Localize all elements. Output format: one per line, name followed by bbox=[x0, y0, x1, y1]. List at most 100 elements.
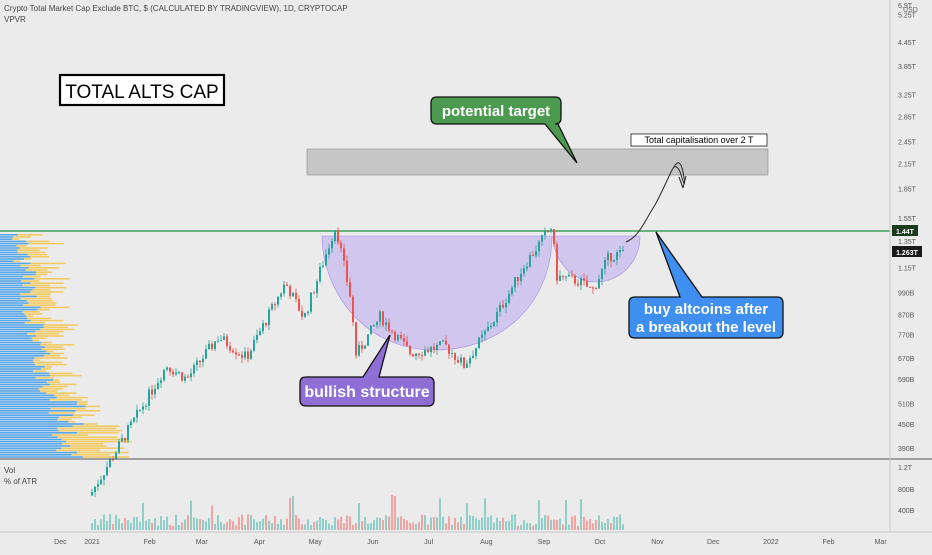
volume-profile-bar-down bbox=[41, 341, 52, 344]
volume-bar bbox=[370, 523, 372, 530]
volume-profile-bar-down bbox=[85, 405, 100, 408]
candle-body bbox=[184, 376, 186, 381]
candle-body bbox=[568, 274, 570, 277]
volume-bar bbox=[181, 522, 183, 530]
volume-profile-bar-down bbox=[17, 234, 43, 236]
last-price-badge-label: 1.263T bbox=[896, 250, 919, 257]
volume-profile-bar-up bbox=[0, 454, 72, 456]
volume-profile-bar-down bbox=[26, 315, 33, 317]
volume-bar bbox=[292, 495, 294, 530]
candle-body bbox=[343, 248, 345, 261]
volume-profile-bar-down bbox=[30, 319, 64, 322]
candle-body bbox=[115, 452, 117, 460]
candle-body bbox=[475, 348, 477, 356]
candle-body bbox=[469, 358, 471, 364]
volume-profile-bar-up bbox=[0, 418, 58, 421]
volume-bar bbox=[481, 517, 483, 530]
volume-profile-bar-down bbox=[53, 379, 60, 381]
volume-profile-bar-up bbox=[0, 390, 41, 392]
candle-body bbox=[514, 277, 516, 288]
volume-profile-bar-down bbox=[13, 260, 21, 262]
projection-path[interactable] bbox=[625, 162, 686, 243]
volume-profile-bar-down bbox=[28, 267, 60, 269]
candle-body bbox=[202, 358, 204, 363]
volume-bar bbox=[118, 518, 120, 530]
volume-bar bbox=[97, 525, 99, 530]
volume-profile-bar-up bbox=[0, 330, 36, 333]
volume-profile-bar-up bbox=[0, 447, 62, 449]
symbol-title: Crypto Total Market Cap Exclude BTC, $ (… bbox=[4, 4, 348, 13]
volume-bar bbox=[478, 519, 480, 530]
volume-bar bbox=[484, 498, 486, 530]
volume-profile-bar-down bbox=[38, 388, 63, 390]
candle-body bbox=[421, 355, 423, 357]
candle-body bbox=[601, 269, 603, 280]
candle-body bbox=[352, 296, 354, 323]
handle-shape[interactable] bbox=[552, 235, 641, 283]
volume-profile-bar-down bbox=[30, 282, 64, 284]
candle-body bbox=[448, 344, 450, 354]
volume-profile-bar-up bbox=[0, 385, 43, 388]
candle-body bbox=[289, 286, 291, 297]
volume-profile-bar-up bbox=[0, 445, 71, 447]
volume-profile-bar-down bbox=[40, 390, 58, 392]
candle-body bbox=[163, 369, 165, 381]
time-tick-label: Aug bbox=[480, 539, 493, 546]
volume-bar bbox=[127, 520, 129, 530]
volume-bar bbox=[553, 519, 555, 530]
volume-profile-bar-up bbox=[0, 273, 36, 276]
candle-body bbox=[529, 254, 531, 267]
volume-profile-bar-up bbox=[0, 295, 37, 298]
volume-bar bbox=[319, 517, 321, 530]
volume-profile-bar-down bbox=[32, 339, 39, 342]
candle-body bbox=[484, 330, 486, 335]
price-tick-label: 990B bbox=[898, 291, 915, 298]
candle-body bbox=[103, 475, 105, 480]
volume-profile-bar-down bbox=[83, 423, 98, 425]
volume-bar bbox=[325, 520, 327, 530]
target-callout[interactable] bbox=[430, 96, 578, 164]
volume-profile-bar-up bbox=[0, 253, 28, 256]
volume-profile-bar-up bbox=[0, 421, 69, 423]
volume-profile-bar-down bbox=[36, 335, 64, 337]
last-price-badge bbox=[892, 246, 922, 257]
candle-body bbox=[259, 331, 261, 336]
volume-profile-bar-up bbox=[0, 313, 25, 315]
indicator-label[interactable]: VPVR bbox=[4, 15, 26, 24]
candle-body bbox=[172, 371, 174, 375]
candle-body bbox=[265, 323, 267, 326]
candle-body bbox=[190, 373, 192, 378]
time-tick-label: Oct bbox=[594, 539, 605, 546]
volume-profile-bar-down bbox=[70, 445, 107, 447]
volume-profile-bar-down bbox=[28, 302, 57, 304]
buy-callout[interactable] bbox=[628, 231, 784, 339]
volume-bar bbox=[115, 514, 117, 530]
volume-profile-bar-up bbox=[0, 379, 54, 381]
volume-bar bbox=[214, 523, 216, 530]
volume-profile-bar-down bbox=[82, 456, 130, 458]
volume-tick-label: 400B bbox=[898, 508, 915, 515]
volume-profile-bar-down bbox=[46, 392, 77, 394]
volume-profile-bar-down bbox=[41, 348, 65, 350]
candle-body bbox=[274, 304, 276, 306]
candle-body bbox=[316, 281, 318, 294]
price-tick-label: 1.55T bbox=[898, 216, 917, 223]
volume-bar bbox=[307, 519, 309, 530]
volume-profile-bar-up bbox=[0, 302, 29, 304]
title-box[interactable] bbox=[58, 73, 226, 107]
candle-body bbox=[298, 298, 300, 311]
volume-bar bbox=[196, 518, 198, 530]
volume-profile-bar-down bbox=[46, 381, 60, 383]
volume-profile-bar-down bbox=[20, 293, 51, 295]
volume-title[interactable]: Vol bbox=[4, 466, 15, 475]
candle-body bbox=[268, 309, 270, 326]
structure-callout[interactable] bbox=[299, 334, 435, 407]
volume-bar bbox=[604, 522, 606, 530]
volume-profile-bar-up bbox=[0, 264, 21, 267]
candle-body bbox=[145, 405, 147, 407]
volume-profile-bar-down bbox=[31, 337, 47, 339]
candle-body bbox=[370, 325, 372, 335]
target-zone[interactable] bbox=[306, 148, 769, 176]
price-tick-label: 2.85T bbox=[898, 114, 917, 121]
